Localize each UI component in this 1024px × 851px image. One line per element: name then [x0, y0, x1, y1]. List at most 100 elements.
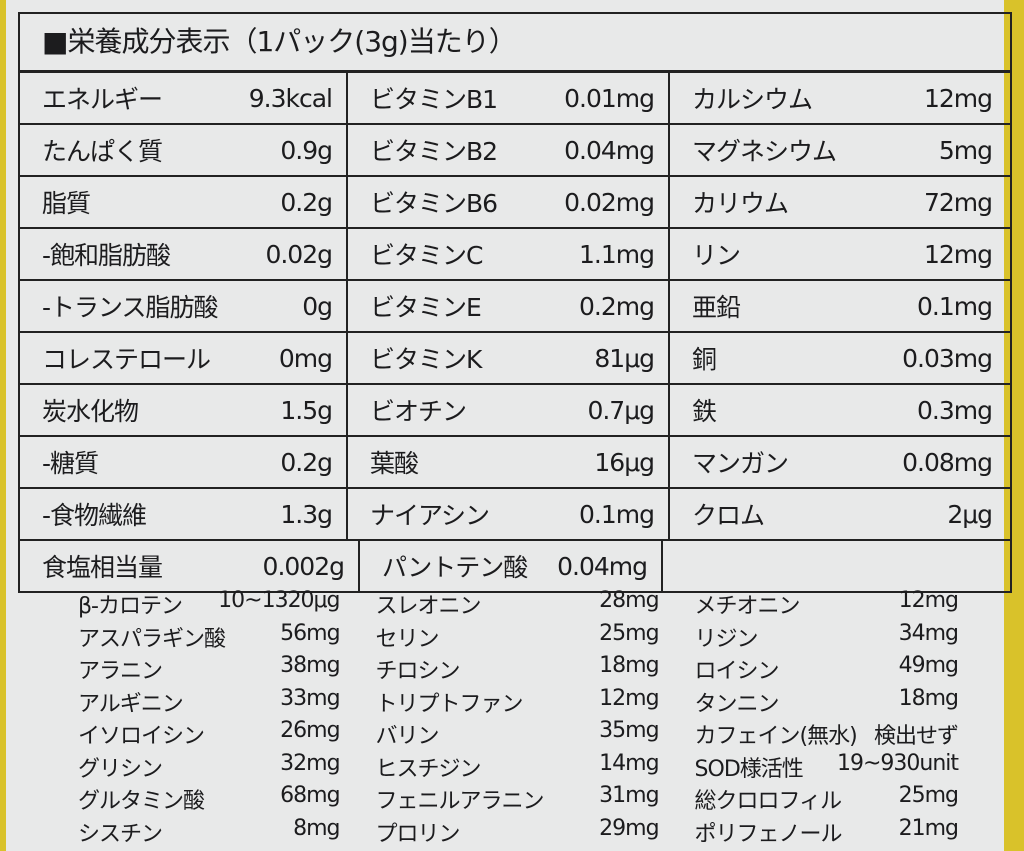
component-name: セリン [375, 626, 440, 652]
list-item: イソロイシン 26mg [78, 718, 341, 750]
table-cell: クロム 2μg [670, 489, 1006, 539]
component-value: 25mg [898, 783, 959, 809]
nutrient-value: 1.3g [280, 499, 333, 529]
component-name: β-カロテン [78, 594, 183, 620]
table-row: -飽和脂肪酸 0.02g ビタミンC 1.1mg リン 12mg [20, 229, 1010, 281]
list-row: グリシン 32mg ヒスチジン 14mg SOD様活性 19~930unit [78, 750, 959, 784]
list-item: スレオニン 28mg [376, 588, 660, 620]
nutrient-name: ビオチン [370, 397, 467, 426]
component-value: 32mg [280, 750, 340, 776]
nutrient-name: ビタミンC [370, 241, 483, 270]
list-item: メチオニン 12mg [695, 588, 959, 620]
list-item: カフェイン(無水) 検出せず [694, 718, 959, 750]
list-item: シスチン 8mg [78, 816, 341, 848]
table-cell: ビタミンB1 0.01mg [348, 73, 670, 123]
nutrient-name: -食物繊維 [42, 501, 147, 530]
table-row: コレステロール 0mg ビタミンK 81μg 銅 0.03mg [20, 333, 1010, 385]
nutrient-name: 炭水化物 [42, 397, 139, 426]
component-name: 総クロロフィル [694, 789, 843, 815]
nutrient-name: ビタミンK [370, 345, 482, 374]
component-value: 25mg [599, 620, 659, 646]
component-name: アルギニン [78, 691, 184, 717]
component-name: タンニン [694, 691, 780, 717]
nutrient-name: 葉酸 [370, 449, 419, 478]
nutrient-name: ナイアシン [370, 501, 490, 530]
component-name: カフェイン(無水) [694, 724, 858, 750]
component-value: 33mg [280, 685, 340, 711]
table-row: 食塩相当量 0.002g パントテン酸 0.04mg [20, 541, 1010, 593]
table-cell: カルシウム 12mg [670, 73, 1006, 123]
nutrient-value: 0.03mg [902, 343, 993, 373]
component-name: チロシン [375, 659, 461, 685]
nutrient-name: カルシウム [692, 85, 813, 114]
component-value: 38mg [280, 653, 340, 679]
nutrient-value: 0.002g [262, 551, 345, 581]
table-cell: ビタミンC 1.1mg [348, 229, 670, 279]
nutrient-value: 12mg [923, 239, 993, 269]
list-item: アスパラギン酸 56mg [78, 621, 341, 653]
list-item: グルタミン酸 68mg [78, 783, 341, 815]
table-row: 脂質 0.2g ビタミンB6 0.02mg カリウム 72mg [20, 177, 1010, 229]
nutrient-value: 5mg [938, 135, 993, 165]
component-value: 14mg [599, 750, 659, 776]
table-cell: ビタミンB2 0.04mg [348, 125, 670, 175]
component-value: 12mg [599, 685, 659, 711]
table-cell: 鉄 0.3mg [670, 385, 1006, 435]
component-name: イソロイシン [78, 724, 205, 750]
list-item: バリン 35mg [375, 718, 660, 750]
nutrient-value: 2μg [947, 499, 993, 529]
nutrient-value: 0.2g [280, 447, 333, 477]
component-name: ポリフェノール [694, 821, 843, 847]
nutrient-value: 1.5g [280, 395, 333, 425]
nutrient-value: 9.3kcal [248, 83, 333, 113]
nutrient-value: 0.08mg [902, 447, 993, 477]
table-cell: たんぱく質 0.9g [20, 125, 348, 175]
component-name: シスチン [78, 821, 163, 847]
component-value: 19~930unit [836, 750, 959, 776]
component-name: アラニン [78, 659, 163, 685]
table-cell: -糖質 0.2g [20, 437, 348, 487]
nutrient-value: 0.1mg [917, 291, 993, 321]
component-name: ヒスチジン [375, 756, 482, 782]
table-cell: リン 12mg [670, 229, 1006, 279]
nutrient-value: 16μg [594, 447, 655, 477]
nutrient-value: 1.1mg [579, 239, 655, 269]
nutrient-name: カリウム [692, 189, 789, 218]
nutrient-name: ビタミンE [370, 293, 482, 322]
nutrient-value: 0.02g [265, 239, 333, 269]
table-cell: マグネシウム 5mg [670, 125, 1006, 175]
component-value: 35mg [599, 718, 659, 744]
table-cell: -食物繊維 1.3g [20, 489, 348, 539]
table-cell: ナイアシン 0.1mg [348, 489, 670, 539]
list-item: ポリフェノール 21mg [694, 816, 959, 848]
table-cell: 食塩相当量 0.002g [20, 541, 360, 591]
table-row: -糖質 0.2g 葉酸 16μg マンガン 0.08mg [20, 437, 1010, 489]
list-row: グルタミン酸 68mg フェニルアラニン 31mg 総クロロフィル 25mg [78, 783, 959, 816]
component-value: 68mg [280, 783, 340, 809]
component-name: リジン [694, 626, 759, 652]
table-row: たんぱく質 0.9g ビタミンB2 0.04mg マグネシウム 5mg [20, 125, 1010, 177]
list-row: アルギニン 33mg トリプトファン 12mg タンニン 18mg [78, 685, 959, 719]
nutrient-name: 鉄 [692, 397, 717, 426]
table-cell: ビタミンE 0.2mg [348, 281, 670, 331]
component-value: 31mg [599, 783, 659, 809]
component-value: 18mg [898, 685, 959, 711]
component-value: 29mg [599, 815, 659, 841]
component-name: バリン [375, 724, 440, 750]
table-cell: ビタミンK 81μg [348, 333, 670, 383]
nutrient-value: 0.04mg [557, 551, 648, 581]
component-value: 28mg [599, 588, 659, 614]
label-paper: ■栄養成分表示（1パック(3g)当たり） エネルギー 9.3kcal ビタミンB1 0… [6, 0, 1012, 851]
nutrient-value: 0mg [278, 343, 333, 373]
nutrient-name: -トランス脂肪酸 [42, 293, 219, 322]
table-title: ■栄養成分表示（1パック(3g)当たり） [20, 14, 1010, 73]
list-item: アルギニン 33mg [78, 685, 341, 718]
table-cell: -飽和脂肪酸 0.02g [20, 229, 348, 279]
list-item: アラニン 38mg [78, 653, 341, 685]
nutrient-value: 0.2mg [579, 291, 655, 321]
nutrient-name: コレステロール [42, 345, 211, 374]
component-name: ロイシン [694, 659, 780, 685]
nutrient-name: ビタミンB1 [370, 85, 498, 114]
nutrient-name: リン [692, 241, 741, 270]
nutrient-value: 0.9g [280, 135, 333, 165]
